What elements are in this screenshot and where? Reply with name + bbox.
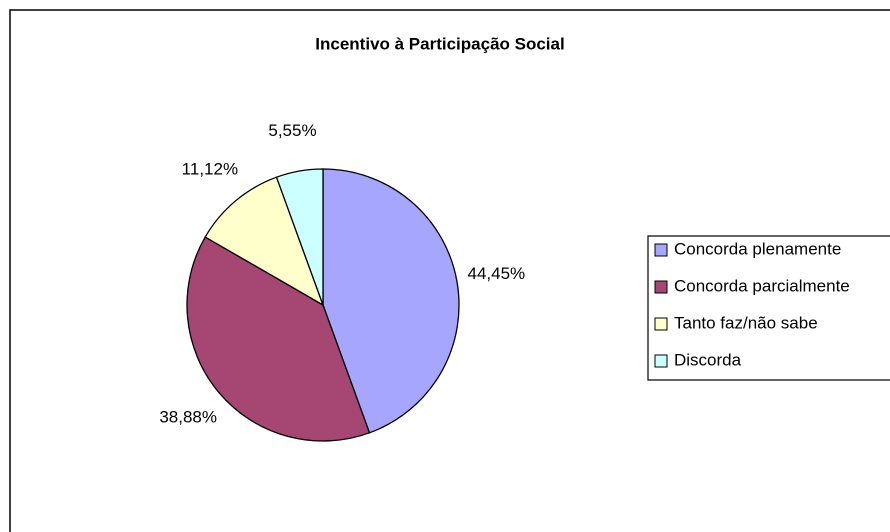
- legend-swatch: [654, 354, 668, 368]
- legend-label: Concorda parcialmente: [674, 276, 850, 295]
- data-label: 5,55%: [268, 121, 316, 140]
- data-label: 44,45%: [467, 264, 525, 283]
- data-label: 38,88%: [159, 408, 217, 427]
- legend-swatch: [654, 280, 668, 294]
- chart-title: Incentivo à Participação Social: [315, 34, 564, 53]
- pie-slice: [204, 176, 325, 307]
- pie-slice: [275, 168, 324, 306]
- data-label: 11,12%: [182, 160, 238, 179]
- legend-swatch: [654, 243, 668, 257]
- legend-swatch: [654, 317, 668, 331]
- legend-label: Discorda: [674, 350, 742, 369]
- pie-slice: [186, 236, 371, 442]
- legend-label: Tanto faz/não sabe: [674, 313, 818, 332]
- legend-label: Concorda plenamente: [674, 239, 841, 258]
- legend-box: [647, 235, 890, 381]
- pie-slice: [322, 168, 460, 434]
